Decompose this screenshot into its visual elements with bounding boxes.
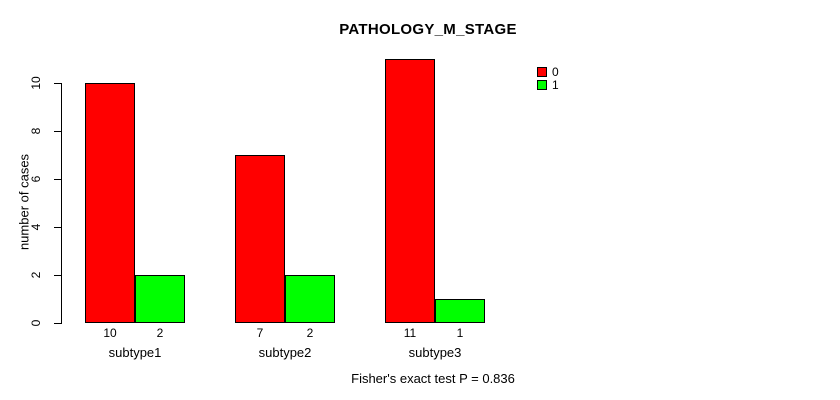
y-tick-mark [54,179,61,180]
bar-value-subtype3-0: 11 [403,326,417,340]
y-tick-label: 6 [29,175,43,183]
y-tick-label: 8 [29,127,43,135]
y-tick-label: 10 [29,76,43,90]
bar-subtype2-0 [235,155,285,323]
chart-title: PATHOLOGY_M_STAGE [339,21,517,38]
category-label-subtype1: subtype1 [108,345,162,360]
legend-item-1: 1 [537,79,559,91]
legend: 0 1 [537,66,559,92]
legend-label-1: 1 [552,78,559,92]
bar-value-subtype3-1: 1 [456,326,464,340]
legend-swatch-green [537,80,547,90]
bar-subtype3-0 [385,59,435,323]
bar-value-subtype2-1: 2 [306,326,314,340]
y-tick-label: 4 [29,223,43,231]
bar-subtype1-1 [135,275,185,323]
bar-value-subtype1-0: 10 [103,326,117,340]
y-axis-line [61,83,62,324]
fisher-test-note: Fisher's exact test P = 0.836 [351,371,515,386]
bar-subtype1-0 [85,83,135,323]
y-axis-label: number of cases [16,153,32,251]
legend-item-0: 0 [537,66,559,78]
y-tick-mark [54,275,61,276]
y-tick-mark [54,323,61,324]
bar-value-subtype1-1: 2 [156,326,164,340]
y-tick-mark [54,131,61,132]
y-tick-label: 2 [29,271,43,279]
y-tick-mark [54,227,61,228]
bar-value-subtype2-0: 7 [256,326,264,340]
legend-label-0: 0 [552,65,559,79]
legend-swatch-red [537,67,547,77]
y-tick-mark [54,83,61,84]
bar-subtype2-1 [285,275,335,323]
y-tick-label: 0 [29,319,43,327]
category-label-subtype3: subtype3 [408,345,462,360]
bar-subtype3-1 [435,299,485,323]
category-label-subtype2: subtype2 [258,345,312,360]
